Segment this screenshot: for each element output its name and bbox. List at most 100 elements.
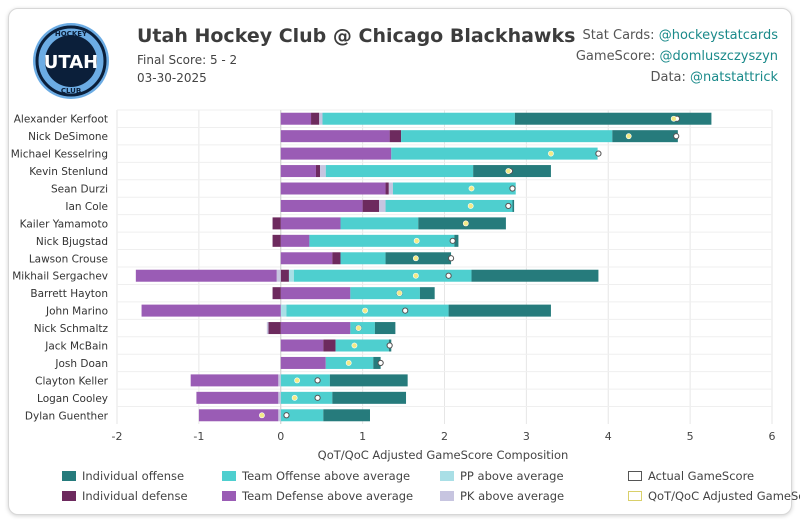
bar-individual-defense — [323, 339, 336, 352]
player-name: Kevin Stenlund — [29, 166, 108, 178]
bar-pk — [379, 199, 386, 212]
bar-pk — [319, 112, 323, 125]
bar-individual-defense — [272, 217, 281, 230]
legend-item-actual: Actual GameScore — [628, 469, 754, 483]
logo-text-main: UTAH — [44, 52, 99, 73]
bar-team-offense — [401, 130, 613, 143]
bar-individual-offense — [448, 304, 551, 317]
player-name: Nick Schmaltz — [34, 323, 109, 335]
player-name: Sean Durzi — [51, 184, 108, 196]
actual-gamescore-marker — [449, 237, 456, 244]
player-bar-group — [280, 112, 712, 125]
legend-label: PP above average — [460, 469, 564, 483]
player-bar-group — [280, 165, 551, 178]
credit-handle[interactable]: @hockeystatcards — [658, 28, 778, 43]
adjusted-gamescore-marker — [412, 272, 419, 279]
player-name: Josh Doan — [54, 358, 108, 370]
legend-label: PK above average — [460, 489, 565, 503]
player-name: Alexander Kerfoot — [14, 114, 108, 126]
legend-item-pk: PK above average — [440, 489, 564, 503]
player-bar-group — [280, 356, 384, 369]
bar-individual-defense — [315, 165, 321, 178]
actual-gamescore-marker — [447, 255, 455, 262]
x-tick-label: -2 — [112, 430, 123, 443]
bar-team-defense — [280, 356, 326, 369]
x-tick-label: 1 — [359, 430, 366, 443]
chart-bars — [135, 112, 712, 422]
bar-team-defense — [280, 322, 351, 335]
legend-swatch — [440, 491, 454, 501]
bar-pk — [266, 322, 269, 335]
player-name: Logan Cooley — [37, 393, 108, 405]
player-bar-group — [272, 234, 459, 247]
adjusted-gamescore-marker — [259, 412, 265, 419]
bar-team-defense — [280, 339, 324, 352]
bar-individual-offense — [514, 112, 712, 125]
bar-pk — [278, 409, 281, 422]
x-tick-label: 6 — [769, 430, 776, 443]
bar-team-defense — [280, 130, 390, 143]
player-bar-group — [196, 391, 407, 404]
bar-team-defense — [280, 217, 341, 230]
bar-team-offense — [350, 287, 420, 300]
player-name: Dylan Guenther — [25, 410, 109, 422]
legend-item-adjusted: QoT/QoC Adjusted GameScore — [628, 489, 800, 503]
legend-label: Individual defense — [82, 489, 188, 503]
x-tick-label: -1 — [193, 430, 204, 443]
adjusted-gamescore-marker — [462, 220, 469, 227]
actual-gamescore-marker — [377, 359, 384, 367]
player-name: Mikhail Sergachev — [12, 271, 108, 283]
bar-pk — [278, 391, 281, 404]
actual-gamescore-marker — [673, 133, 680, 140]
bar-team-offense — [322, 112, 515, 125]
adjusted-gamescore-marker — [351, 342, 358, 349]
bar-pk — [278, 374, 281, 387]
bar-individual-defense — [272, 287, 281, 300]
utah-hockey-club-logo: HOCKEY UTAH CLUB — [33, 23, 109, 99]
credit-line-data: Data: @natstattrick — [650, 70, 778, 85]
game-date: 03-30-2025 — [137, 71, 207, 85]
x-tick-label: 4 — [605, 430, 612, 443]
legend-item-pp: PP above average — [440, 469, 564, 483]
bar-individual-offense — [374, 322, 396, 335]
player-name: Nick Bjugstad — [36, 236, 108, 248]
player-bar-group — [280, 147, 602, 160]
player-name: Jack McBain — [44, 341, 108, 353]
bar-team-offense — [280, 374, 330, 387]
bar-team-offense — [340, 252, 386, 265]
legend-item-team-defense: Team Defense above average — [222, 489, 413, 503]
bar-individual-defense — [272, 234, 281, 247]
bar-team-defense — [198, 409, 279, 422]
bar-team-defense — [280, 199, 363, 212]
bar-individual-offense — [419, 287, 435, 300]
adjusted-gamescore-marker — [355, 325, 362, 331]
actual-gamescore-marker — [314, 394, 321, 401]
legend-item-individual-offense: Individual offense — [62, 469, 184, 483]
bar-team-defense — [190, 374, 279, 387]
adjusted-gamescore-marker — [468, 185, 475, 192]
bar-individual-offense — [512, 199, 515, 212]
adjusted-gamescore-marker — [670, 115, 677, 122]
bar-team-defense — [280, 252, 333, 265]
bar-individual-offense — [329, 374, 408, 387]
bar-individual-defense — [332, 252, 341, 265]
actual-gamescore-marker — [509, 185, 516, 192]
bar-team-offense — [280, 391, 333, 404]
bar-team-offense — [391, 147, 598, 160]
bar-team-defense — [280, 182, 386, 195]
player-bar-group — [280, 182, 516, 195]
credit-handle[interactable]: @domluszczyszyn — [659, 49, 778, 64]
player-name: John Marino — [45, 306, 108, 318]
bar-team-offense — [293, 269, 472, 282]
actual-gamescore-marker — [386, 342, 393, 349]
bar-team-offense — [392, 182, 516, 195]
player-bar-group — [280, 199, 515, 212]
player-name: Michael Kesselring — [11, 149, 108, 161]
legend-swatch — [222, 471, 236, 481]
credit-handle[interactable]: @natstattrick — [690, 70, 778, 85]
logo-text-top: HOCKEY — [55, 30, 88, 38]
actual-gamescore-marker — [402, 307, 409, 314]
credit-line-stat-cards: Stat Cards: @hockeystatcards — [582, 28, 778, 43]
chart-legend: Individual offense Team Offense above ave… — [0, 466, 800, 511]
legend-label: Team Defense above average — [242, 489, 414, 503]
